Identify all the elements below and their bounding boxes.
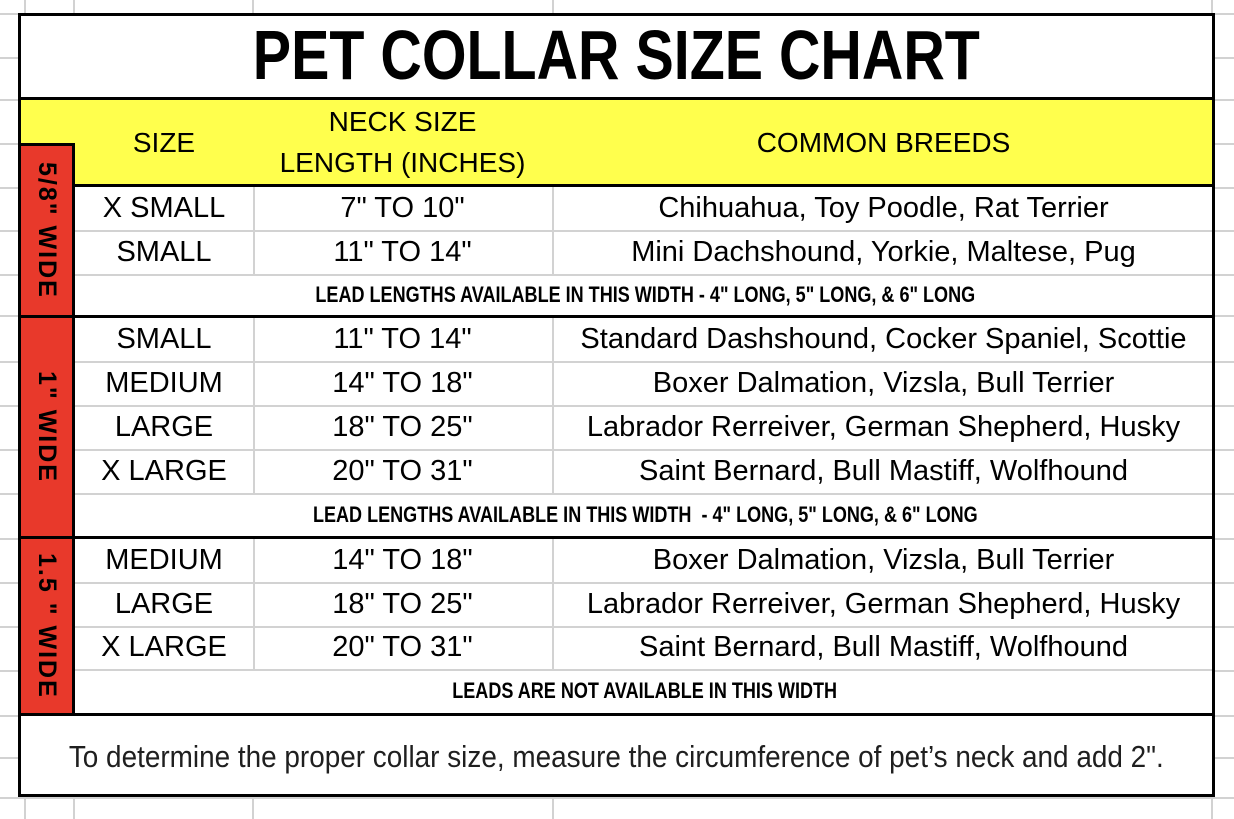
column-separator bbox=[253, 318, 255, 493]
neck-size-cell: 20" TO 31" bbox=[332, 631, 473, 663]
row-separator bbox=[75, 626, 1215, 628]
width-label-cell-1: 1" WIDE bbox=[18, 315, 75, 539]
row-separator bbox=[75, 230, 1215, 232]
rule-below-title bbox=[18, 97, 1215, 100]
table-row: X SMALL 7" TO 10" Chihuahua, Toy Poodle,… bbox=[75, 187, 1215, 230]
section-footer-row: LEAD LENGTHS AVAILABLE IN THIS WIDTH - 4… bbox=[75, 274, 1215, 315]
row-separator bbox=[75, 405, 1215, 407]
size-cell: SMALL bbox=[116, 323, 212, 355]
size-cell: MEDIUM bbox=[105, 544, 223, 576]
breeds-cell: Saint Bernard, Bull Mastiff, Wolfhound bbox=[639, 454, 1128, 487]
width-label-15: 1.5 " WIDE bbox=[33, 553, 61, 699]
breeds-cell: Mini Dachshound, Yorkie, Maltese, Pug bbox=[631, 235, 1136, 268]
lead-lengths-note: LEAD LENGTHS AVAILABLE IN THIS WIDTH - 4… bbox=[312, 501, 978, 527]
breeds-cell: Saint Bernard, Bull Mastiff, Wolfhound bbox=[639, 631, 1128, 663]
rule-below-section-2 bbox=[18, 536, 1215, 539]
spreadsheet-gridline bbox=[0, 797, 1234, 799]
size-cell: X LARGE bbox=[101, 631, 227, 663]
neck-size-cell: 18" TO 25" bbox=[332, 410, 473, 443]
size-cell: SMALL bbox=[116, 235, 212, 268]
column-header-common-breeds: COMMON BREEDS bbox=[552, 97, 1215, 187]
measuring-note-row: To determine the proper collar size, mea… bbox=[18, 716, 1215, 797]
width-label-cell-15: 1.5 " WIDE bbox=[18, 536, 75, 716]
width-label-cell-58: 5/8" WIDE bbox=[18, 143, 75, 318]
size-cell: LARGE bbox=[114, 587, 214, 620]
column-header-neck-line1: NECK SIZE bbox=[328, 106, 477, 137]
neck-size-cell: 18" TO 25" bbox=[332, 587, 473, 620]
size-cell: X LARGE bbox=[101, 454, 227, 487]
breeds-cell: Standard Dashshound, Cocker Spaniel, Sco… bbox=[580, 323, 1187, 355]
table-row: SMALL 11" TO 14" Mini Dachshound, Yorkie… bbox=[75, 230, 1215, 274]
table-row: MEDIUM 14" TO 18" Boxer Dalmation, Vizsl… bbox=[75, 539, 1215, 582]
breeds-cell: Boxer Dalmation, Vizsla, Bull Terrier bbox=[652, 366, 1115, 399]
pet-collar-size-chart: PET COLLAR SIZE CHART SIZE NECK SIZE LEN… bbox=[18, 13, 1215, 797]
table-row: X LARGE 20" TO 31" Saint Bernard, Bull M… bbox=[75, 449, 1215, 493]
header-row-background bbox=[18, 97, 1215, 187]
section-footer-row: LEADS ARE NOT AVAILABLE IN THIS WIDTH bbox=[75, 669, 1215, 713]
row-separator bbox=[75, 274, 1215, 276]
table-row: LARGE 18" TO 25" Labrador Rerreiver, Ger… bbox=[75, 582, 1215, 626]
width-label-1: 1" WIDE bbox=[33, 371, 61, 483]
row-separator bbox=[75, 582, 1215, 584]
column-separator bbox=[552, 187, 554, 274]
neck-size-cell: 14" TO 18" bbox=[332, 544, 473, 576]
breeds-cell: Boxer Dalmation, Vizsla, Bull Terrier bbox=[652, 544, 1115, 576]
chart-title-row: PET COLLAR SIZE CHART bbox=[18, 13, 1215, 97]
column-header-size: SIZE bbox=[75, 97, 253, 187]
section-footer-row: LEAD LENGTHS AVAILABLE IN THIS WIDTH - 4… bbox=[75, 493, 1215, 536]
column-header-breeds-label: COMMON BREEDS bbox=[756, 126, 1011, 158]
width-label-58: 5/8" WIDE bbox=[33, 162, 61, 299]
breeds-cell: Labrador Rerreiver, German Shepherd, Hus… bbox=[586, 587, 1181, 620]
lead-lengths-note: LEAD LENGTHS AVAILABLE IN THIS WIDTH - 4… bbox=[315, 281, 975, 307]
table-row: X LARGE 20" TO 31" Saint Bernard, Bull M… bbox=[75, 626, 1215, 669]
size-cell: LARGE bbox=[114, 410, 214, 443]
rule-below-header bbox=[75, 184, 1215, 187]
rule-below-section-3 bbox=[18, 713, 1215, 716]
no-leads-note: LEADS ARE NOT AVAILABLE IN THIS WIDTH bbox=[452, 678, 838, 703]
table-row: LARGE 18" TO 25" Labrador Rerreiver, Ger… bbox=[75, 405, 1215, 449]
neck-size-cell: 11" TO 14" bbox=[333, 235, 472, 268]
row-separator bbox=[75, 361, 1215, 363]
row-separator bbox=[75, 449, 1215, 451]
table-row: MEDIUM 14" TO 18" Boxer Dalmation, Vizsl… bbox=[75, 361, 1215, 405]
breeds-cell: Chihuahua, Toy Poodle, Rat Terrier bbox=[658, 192, 1109, 224]
measuring-note: To determine the proper collar size, mea… bbox=[69, 738, 1164, 774]
breeds-cell: Labrador Rerreiver, German Shepherd, Hus… bbox=[586, 410, 1181, 443]
column-separator bbox=[552, 539, 554, 669]
chart-title: PET COLLAR SIZE CHART bbox=[252, 16, 981, 94]
column-header-size-label: SIZE bbox=[132, 126, 196, 158]
rule-below-section-1 bbox=[18, 315, 1215, 318]
size-cell: MEDIUM bbox=[105, 366, 223, 399]
table-row: SMALL 11" TO 14" Standard Dashshound, Co… bbox=[75, 318, 1215, 361]
row-separator bbox=[75, 493, 1215, 495]
neck-size-cell: 14" TO 18" bbox=[332, 366, 473, 399]
column-separator bbox=[552, 318, 554, 493]
row-separator bbox=[75, 669, 1215, 671]
neck-size-cell: 20" TO 31" bbox=[332, 454, 473, 487]
column-separator bbox=[253, 539, 255, 669]
column-separator bbox=[253, 187, 255, 274]
size-cell: X SMALL bbox=[102, 192, 226, 224]
column-header-neck-size: NECK SIZE LENGTH (INCHES) bbox=[253, 97, 552, 187]
neck-size-cell: 7" TO 10" bbox=[340, 192, 465, 224]
neck-size-cell: 11" TO 14" bbox=[333, 323, 472, 355]
column-header-neck-line2: LENGTH (INCHES) bbox=[279, 147, 526, 178]
